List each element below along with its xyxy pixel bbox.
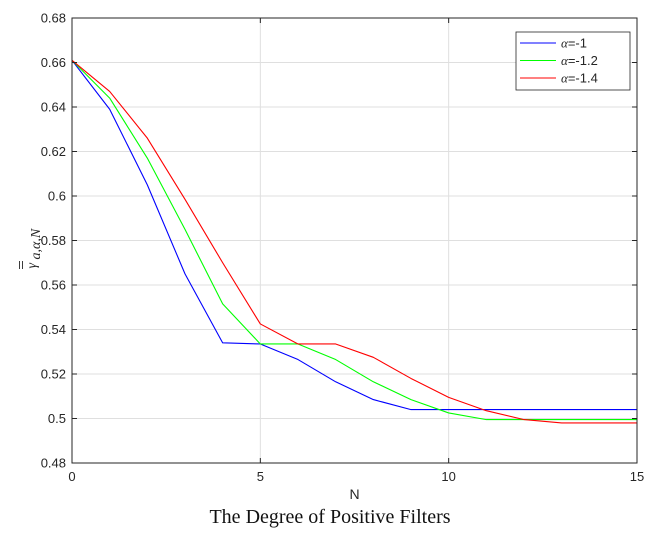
y-axis-label-subscript: a,α,N	[29, 228, 44, 259]
y-tick-label: 0.62	[41, 144, 66, 159]
legend-entry-label: α=-1.2	[561, 53, 598, 68]
y-tick-label: 0.54	[41, 322, 66, 337]
x-axis-label: N	[349, 486, 359, 500]
series-line	[71, 59, 637, 424]
x-tick-label: 15	[630, 469, 644, 484]
axis-ticks: 0 5 10 15 0.48 0.5 0.52 0.54 0.56 0.58 0.6 0.62 0.64…	[41, 11, 645, 485]
x-tick-label: 10	[441, 469, 455, 484]
line-chart: 0 5 10 15 0.48 0.5 0.52 0.54 0.56 0.58 0.6 0.62 0.64…	[19, 11, 645, 500]
y-axis-label: γ a,α,N	[19, 228, 44, 269]
series-layer	[71, 59, 637, 424]
x-tick-label: 5	[257, 469, 264, 484]
y-tick-label: 0.68	[41, 11, 66, 26]
legend-entry-label: α=-1.4	[561, 71, 598, 86]
series-line	[71, 59, 637, 421]
y-tick-label: 0.52	[41, 367, 66, 382]
y-tick-label: 0.58	[41, 233, 66, 248]
y-tick-label: 0.56	[41, 278, 66, 293]
y-tick-label: 0.6	[48, 189, 66, 204]
y-tick-label: 0.48	[41, 456, 66, 471]
series-line	[71, 59, 637, 411]
y-axis-label-gamma: γ	[25, 263, 40, 269]
y-tick-label: 0.64	[41, 100, 66, 115]
y-tick-label: 0.66	[41, 55, 66, 70]
legend-entry-label: α=-1	[561, 36, 587, 51]
x-tick-label: 0	[68, 469, 75, 484]
y-tick-label: 0.5	[48, 411, 66, 426]
figure-caption: The Degree of Positive Filters	[209, 506, 451, 528]
legend: α=-1 α=-1.2 α=-1.4	[515, 31, 631, 91]
